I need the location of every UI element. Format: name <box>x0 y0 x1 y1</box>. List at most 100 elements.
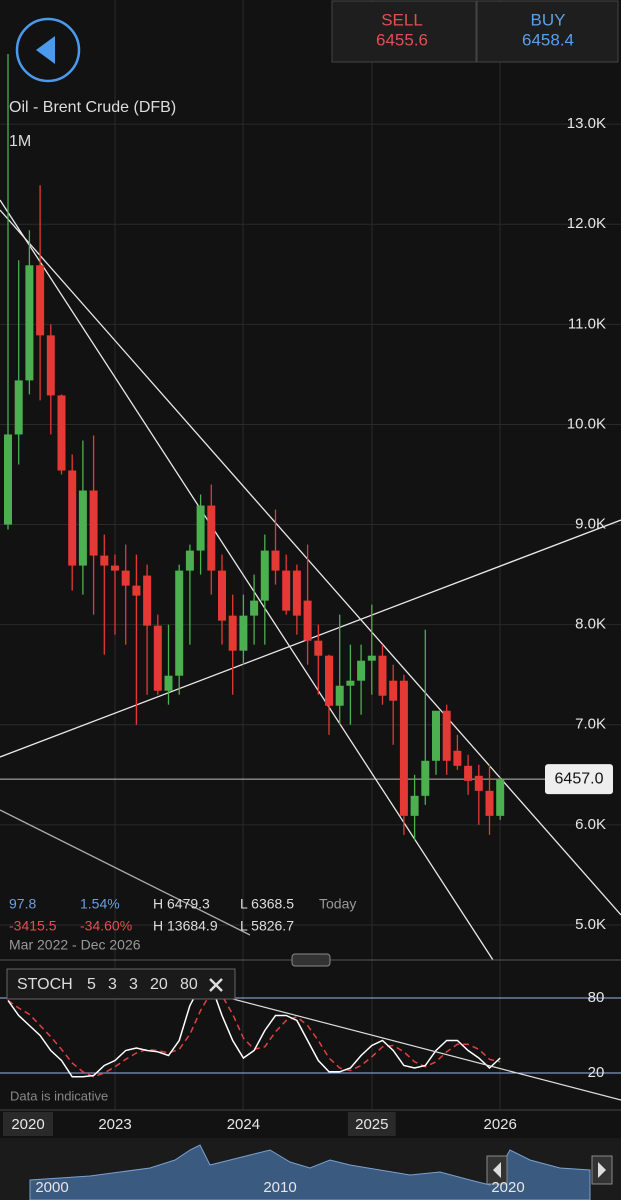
x-tick-label: 2025 <box>355 1116 388 1133</box>
candle-body <box>4 434 12 525</box>
y-tick-label: 7.0K <box>575 716 606 733</box>
candle-body <box>207 505 216 571</box>
candle-body <box>239 615 248 651</box>
stat: 1.54% <box>80 896 120 912</box>
y-tick-label: 9.0K <box>575 516 606 533</box>
sell-label: SELL <box>381 10 423 29</box>
candle-body <box>485 790 494 816</box>
x-tick-label: 2026 <box>484 1116 517 1133</box>
candle-body <box>153 625 162 691</box>
candle-body <box>78 490 87 566</box>
candle-body <box>121 570 130 586</box>
stoch-param: 80 <box>180 976 198 993</box>
candle-body <box>314 640 323 656</box>
candle-body <box>282 570 291 611</box>
x-tick-label: 2023 <box>98 1116 131 1133</box>
sell-price: 6455.6 <box>376 30 428 49</box>
buy-label: BUY <box>531 10 566 29</box>
candle-body <box>399 680 408 816</box>
stoch-header[interactable] <box>6 968 236 1000</box>
candle-body <box>325 655 333 706</box>
candle-body <box>132 585 141 596</box>
candle-body <box>175 570 184 676</box>
navigator-area <box>29 1144 591 1200</box>
nav-label: 2000 <box>35 1179 68 1196</box>
candle-body <box>271 550 280 571</box>
candle-body <box>250 600 259 616</box>
candle-body <box>196 505 205 551</box>
candle-body <box>389 680 398 701</box>
close-icon[interactable] <box>209 978 223 992</box>
stat: H 13684.9 <box>153 918 218 934</box>
candle-body <box>335 685 344 706</box>
buy-price: 6458.4 <box>522 30 574 49</box>
buy-button[interactable] <box>476 0 619 63</box>
nav-label: 2020 <box>491 1179 524 1196</box>
x-labels: 2023 2024 2025 2026 <box>98 1112 517 1136</box>
y-tick-label: 5.0K <box>575 916 606 933</box>
stat: H 6479.3 <box>153 896 210 912</box>
y-tick-label: 11.0K <box>568 315 606 332</box>
timeframe: 1M <box>9 133 31 150</box>
candle-body <box>464 765 473 781</box>
x-tick-label: 2024 <box>227 1116 260 1133</box>
candle-body <box>292 570 301 616</box>
candle-body <box>432 710 440 761</box>
stoch-tick-label: 80 <box>588 989 605 1006</box>
sell-button[interactable] <box>331 0 477 63</box>
price-tag <box>545 764 613 795</box>
stoch-tick-label: 20 <box>588 1064 605 1081</box>
candle-body <box>36 265 45 336</box>
stat: L 6368.5 <box>240 896 294 912</box>
stoch-param: 3 <box>108 976 117 993</box>
y-tick-label: 13.0K <box>567 115 606 132</box>
candle-body <box>228 615 237 651</box>
y-tick-label: 12.0K <box>567 215 606 232</box>
back-button[interactable] <box>15 17 81 83</box>
candle-body <box>410 795 419 816</box>
candle-body <box>378 655 387 696</box>
candle-body <box>218 570 226 621</box>
price-tag-label: 6457.0 <box>555 770 604 787</box>
x-start-label: 2020 <box>11 1116 44 1133</box>
stat: -3415.5 <box>9 918 57 934</box>
date-range: Mar 2022 - Dec 2026 <box>9 937 141 953</box>
stat: Today <box>319 896 356 912</box>
x-label-box <box>347 1112 396 1136</box>
candle-body <box>442 710 451 761</box>
candle-body <box>46 335 55 396</box>
stat: -34.60% <box>80 918 132 934</box>
stat: 97.8 <box>9 896 36 912</box>
candle-body <box>496 779 505 816</box>
candle-body <box>303 600 312 641</box>
y-tick-label: 6.0K <box>575 816 606 833</box>
stoch-trend-line <box>159 979 621 1101</box>
nav-left-arrow <box>493 1162 501 1178</box>
y-tick-label: 8.0K <box>575 616 606 633</box>
candle-body <box>185 550 194 571</box>
candle-body <box>89 490 98 556</box>
candle-body <box>143 575 152 626</box>
candle-body <box>367 655 376 661</box>
y-tick-label: 10.0K <box>567 415 606 432</box>
resize-handle[interactable] <box>291 953 331 967</box>
candle-body <box>260 550 269 601</box>
nav-right-arrow <box>598 1162 606 1178</box>
candle-body <box>357 660 366 681</box>
stoch-param: 5 <box>87 976 96 993</box>
candle-body <box>14 380 23 435</box>
stoch-param: 20 <box>150 976 168 993</box>
candle-body <box>25 265 34 381</box>
stat: L 5826.7 <box>240 918 294 934</box>
candle-body <box>111 565 119 571</box>
back-arrow <box>36 36 55 64</box>
candle-body <box>474 775 483 791</box>
note: Data is indicative <box>10 1088 108 1103</box>
stoch-name: STOCH <box>17 976 73 993</box>
candle-body <box>57 395 66 471</box>
instrument: Oil - Brent Crude (DFB) <box>9 99 176 116</box>
nav-label: 2010 <box>263 1179 296 1196</box>
